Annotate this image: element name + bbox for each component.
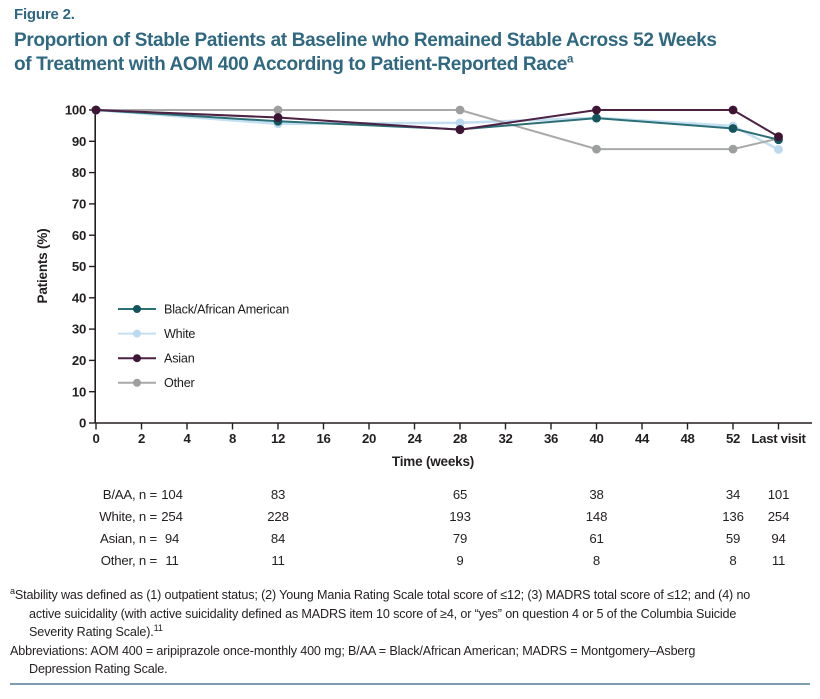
footnote-stability-line1: aStability was defined as (1) outpatient… xyxy=(10,585,751,602)
x-tick-label: 16 xyxy=(316,431,330,446)
n-value: 94 xyxy=(164,531,180,546)
n-value: 136 xyxy=(722,509,744,524)
x-tick-label: 2 xyxy=(138,431,145,446)
n-value: 38 xyxy=(589,487,604,502)
y-tick-label: 60 xyxy=(72,228,86,243)
n-value: 11 xyxy=(771,553,786,568)
legend-label-white: White xyxy=(164,327,195,341)
figure-label: Figure 2. xyxy=(14,6,75,23)
legend-label-black-african-american: Black/African American xyxy=(164,302,289,316)
legend-marker-asian xyxy=(133,354,141,363)
x-tick-label: 8 xyxy=(229,431,236,446)
n-value: 11 xyxy=(165,553,179,568)
footnote-superscript-a: a xyxy=(10,585,15,596)
y-tick-label: 80 xyxy=(72,165,86,180)
n-value: 9 xyxy=(456,553,464,568)
figure-title-line1: Proportion of Stable Patients at Baselin… xyxy=(14,30,717,51)
data-point-other xyxy=(592,144,601,154)
n-at-risk-table: B/AA, n = 104 83 65 38 34 101 White, n = 254 228 1… xyxy=(0,484,820,574)
data-point-other xyxy=(728,144,738,154)
n-value: 65 xyxy=(452,487,468,502)
figure-title: Proportion of Stable Patients at Baselin… xyxy=(14,29,812,77)
x-tick-label: 20 xyxy=(362,431,376,446)
x-tick-label: 32 xyxy=(498,431,512,446)
y-tick-label: 70 xyxy=(72,197,86,212)
n-value: 11 xyxy=(271,553,285,568)
legend-marker-white xyxy=(133,329,141,338)
x-tick-label: 52 xyxy=(726,431,740,446)
n-value: 8 xyxy=(592,553,601,568)
y-tick-label: 50 xyxy=(72,259,86,274)
y-tick-label: 20 xyxy=(72,353,86,368)
x-axis-title: Time (weeks) xyxy=(392,454,474,469)
data-point-asian xyxy=(728,105,738,115)
legend-marker-black-african-american xyxy=(133,305,141,313)
n-value: 148 xyxy=(585,509,608,524)
y-tick-label: 0 xyxy=(79,416,86,431)
y-tick-label: 90 xyxy=(72,134,86,149)
footnotes: aStability was defined as (1) outpatient… xyxy=(10,586,810,679)
n-value: 8 xyxy=(729,553,737,568)
n-value: 94 xyxy=(771,531,786,546)
n-value: 101 xyxy=(767,487,790,502)
data-point-white xyxy=(774,145,783,154)
x-tick-label: 44 xyxy=(635,431,650,446)
legend-label-other: Other xyxy=(164,376,195,390)
x-tick-label: 12 xyxy=(271,431,285,446)
data-point-other xyxy=(455,105,465,115)
x-tick-label: 48 xyxy=(680,431,694,446)
data-point-white xyxy=(455,118,465,128)
bottom-divider xyxy=(10,683,810,685)
n-value: 228 xyxy=(267,509,289,524)
n-value: 254 xyxy=(161,509,183,524)
n-value: 254 xyxy=(767,509,790,524)
x-tick-label: 24 xyxy=(407,431,422,446)
figure-title-line2: of Treatment with AOM 400 According to P… xyxy=(14,54,567,75)
data-point-asian xyxy=(273,113,283,122)
series-line-black-african-american xyxy=(95,109,779,141)
legend-label-asian: Asian xyxy=(164,352,195,366)
legend-marker-other xyxy=(133,378,141,387)
series-line-asian xyxy=(95,109,780,138)
y-tick-label: 100 xyxy=(65,103,86,118)
n-value: 193 xyxy=(449,509,471,524)
n-value: 61 xyxy=(589,531,604,546)
x-tick-label: 0 xyxy=(92,431,99,446)
data-point-other xyxy=(273,105,283,115)
y-tick-label: 10 xyxy=(72,384,86,399)
x-tick-label: 28 xyxy=(453,431,467,446)
n-value: 104 xyxy=(161,487,183,502)
data-point-asian xyxy=(455,125,465,135)
data-point-black-african-american xyxy=(592,113,601,123)
n-value: 84 xyxy=(270,531,286,546)
n-value: 59 xyxy=(725,531,741,546)
x-tick-label: 4 xyxy=(183,431,191,446)
n-value: 83 xyxy=(270,487,286,502)
footnote-abbreviations-line2: Depression Rating Scale. xyxy=(29,662,168,677)
footnote-abbreviations-line1: Abbreviations: AOM 400 = aripiprazole on… xyxy=(10,643,696,658)
n-value: 79 xyxy=(452,531,468,546)
footnote-stability-line2: active suicidality (with active suicidal… xyxy=(29,606,737,621)
x-tick-label: 40 xyxy=(589,431,603,446)
n-row-label: B/AA, n = xyxy=(102,487,157,502)
y-tick-label: 40 xyxy=(72,290,86,305)
data-point-asian xyxy=(592,105,601,115)
y-axis-title: Patients (%) xyxy=(35,229,50,304)
data-point-asian xyxy=(774,132,783,142)
x-tick-label: 36 xyxy=(544,431,558,446)
x-tick-label: Last visit xyxy=(751,431,806,446)
y-tick-label: 30 xyxy=(72,322,86,337)
series-line-other xyxy=(96,109,779,151)
data-point-black-african-american xyxy=(728,124,738,133)
footnote-stability-line3: Severity Rating Scale).11 xyxy=(29,623,163,640)
n-value: 34 xyxy=(725,487,741,502)
n-row-label: White, n = xyxy=(99,509,157,524)
n-row-label: Asian, n = xyxy=(99,531,157,546)
n-row-label: Other, n = xyxy=(100,553,157,568)
footnote-reference-11: 11 xyxy=(153,623,163,633)
data-point-asian xyxy=(91,105,101,115)
figure-title-superscript: a xyxy=(566,53,573,66)
